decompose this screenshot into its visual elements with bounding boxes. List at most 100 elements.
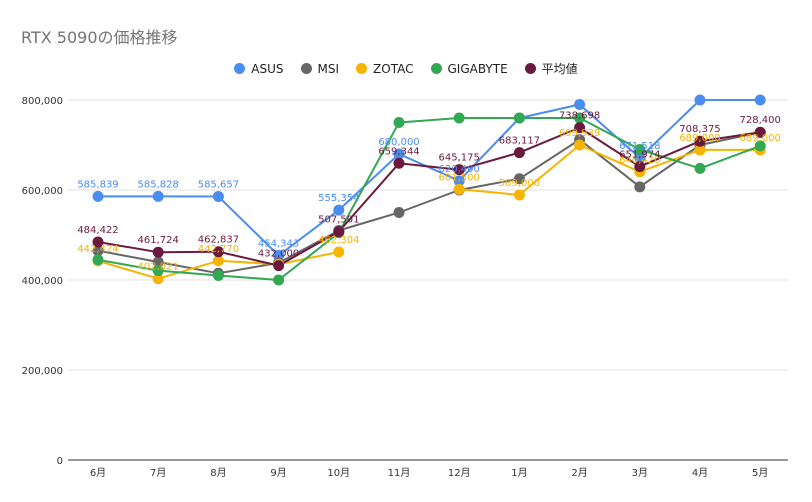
legend-label-average: 平均値 (541, 62, 578, 76)
data-label-zotac: 699,939 (559, 128, 600, 139)
data-point-zotac (152, 273, 164, 285)
legend-item-zotac: ZOTAC (356, 61, 414, 76)
legend-label-msi: MSI (317, 61, 340, 76)
data-point-msi (152, 256, 164, 268)
data-point-gigabyte (273, 274, 285, 286)
x-tick-label: 8月 (210, 467, 226, 479)
legend-marker-average (524, 63, 536, 74)
data-label-zotac: 640,420 (619, 155, 660, 166)
data-label-asus: 454,343 (258, 239, 299, 250)
data-point-gigabyte (574, 112, 586, 124)
data-point-average (634, 161, 646, 173)
data-label-zotac: 442,424 (77, 244, 118, 255)
y-tick-label: 400,000 (22, 276, 63, 287)
data-label-average: 659,344 (378, 146, 419, 157)
data-label-average: 683,117 (499, 136, 540, 147)
data-point-zotac (333, 246, 345, 258)
data-point-asus (92, 190, 104, 202)
x-tick-label: 4月 (692, 467, 708, 479)
data-point-gigabyte (393, 117, 405, 128)
data-point-average (694, 135, 706, 147)
data-point-gigabyte (92, 254, 104, 266)
data-label-asus: 555,354 (318, 193, 359, 204)
data-point-gigabyte (754, 140, 766, 152)
data-point-average (513, 147, 525, 159)
data-point-gigabyte (634, 144, 646, 155)
x-tick-label: 10月 (327, 467, 350, 479)
data-label-average: 484,422 (77, 225, 118, 236)
legend-item-msi: MSI (300, 61, 340, 76)
data-label-zotac: 689,000 (679, 133, 720, 144)
legend-item-asus: ASUS (234, 61, 284, 76)
series-line-gigabyte (97, 117, 761, 281)
data-label-average: 462,837 (198, 235, 239, 246)
data-point-gigabyte (453, 112, 465, 124)
data-label-asus: 585,839 (77, 179, 118, 190)
series-line-msi (97, 131, 761, 275)
legend-item-gigabyte: GIGABYTE (430, 61, 508, 76)
legend-label-asus: ASUS (251, 61, 284, 76)
data-point-asus (634, 152, 646, 164)
data-point-zotac (453, 183, 465, 195)
data-label-average: 738,698 (559, 111, 600, 122)
data-point-gigabyte (212, 270, 224, 281)
data-point-msi (393, 207, 405, 218)
data-point-asus (574, 99, 586, 110)
data-point-asus (694, 94, 706, 106)
data-label-zotac: 589,000 (499, 178, 540, 189)
data-point-average (212, 246, 224, 258)
x-tick-label: 7月 (150, 467, 166, 479)
data-label-zotac: 402,821 (138, 262, 179, 273)
data-point-asus (333, 204, 345, 216)
data-point-zotac (513, 189, 525, 201)
data-label-average: 708,375 (679, 124, 720, 135)
data-label-average: 432,000 (258, 249, 299, 260)
data-point-msi (513, 173, 525, 185)
x-tick-label: 12月 (448, 467, 471, 479)
legend-marker-gigabyte (430, 63, 442, 74)
chart-title: RTX 5090の価格推移 (21, 28, 178, 47)
x-tick-label: 5月 (752, 467, 768, 479)
x-tick-label: 9月 (270, 467, 286, 479)
data-point-average (92, 236, 104, 248)
data-point-average (152, 246, 164, 258)
data-point-average (333, 226, 345, 238)
y-tick-label: 200,000 (22, 366, 63, 377)
data-label-asus: 680,000 (378, 137, 419, 148)
data-point-zotac (694, 144, 706, 156)
series-line-zotac (459, 144, 761, 196)
data-point-average (754, 126, 766, 138)
legend: ASUS MSI ZOTAC GIGABYTE 平均値 (0, 60, 812, 77)
data-label-asus: 585,657 (198, 179, 239, 190)
data-label-zotac: 689,000 (740, 133, 781, 144)
data-point-gigabyte (513, 112, 525, 124)
x-tick-label: 11月 (388, 467, 411, 479)
y-tick-label: 800,000 (22, 96, 63, 107)
data-point-asus (754, 94, 766, 106)
legend-marker-zotac (356, 63, 368, 74)
data-point-asus (152, 190, 164, 202)
x-tick-label: 6月 (90, 467, 106, 479)
legend-label-zotac: ZOTAC (373, 61, 414, 76)
data-label-asus: 671,518 (619, 141, 660, 152)
data-point-average (273, 260, 285, 272)
data-label-zotac: 462,304 (318, 235, 359, 246)
x-tick-label: 1月 (511, 467, 527, 479)
data-point-average (393, 157, 405, 169)
data-point-gigabyte (152, 265, 164, 277)
data-point-asus (393, 148, 405, 160)
data-label-zotac: 601,500 (439, 172, 480, 183)
data-label-average: 651,974 (619, 150, 660, 161)
data-label-asus: 620,400 (439, 164, 480, 175)
data-label-average: 461,724 (138, 235, 179, 246)
data-label-zotac: 442,770 (198, 244, 239, 255)
data-label-average: 507,501 (318, 215, 359, 226)
legend-marker-asus (234, 63, 246, 74)
data-point-gigabyte (694, 162, 706, 174)
data-point-average (453, 164, 465, 176)
data-point-asus (212, 190, 224, 202)
series-line-average (97, 126, 761, 267)
legend-label-gigabyte: GIGABYTE (447, 61, 508, 76)
data-point-zotac (212, 255, 224, 267)
